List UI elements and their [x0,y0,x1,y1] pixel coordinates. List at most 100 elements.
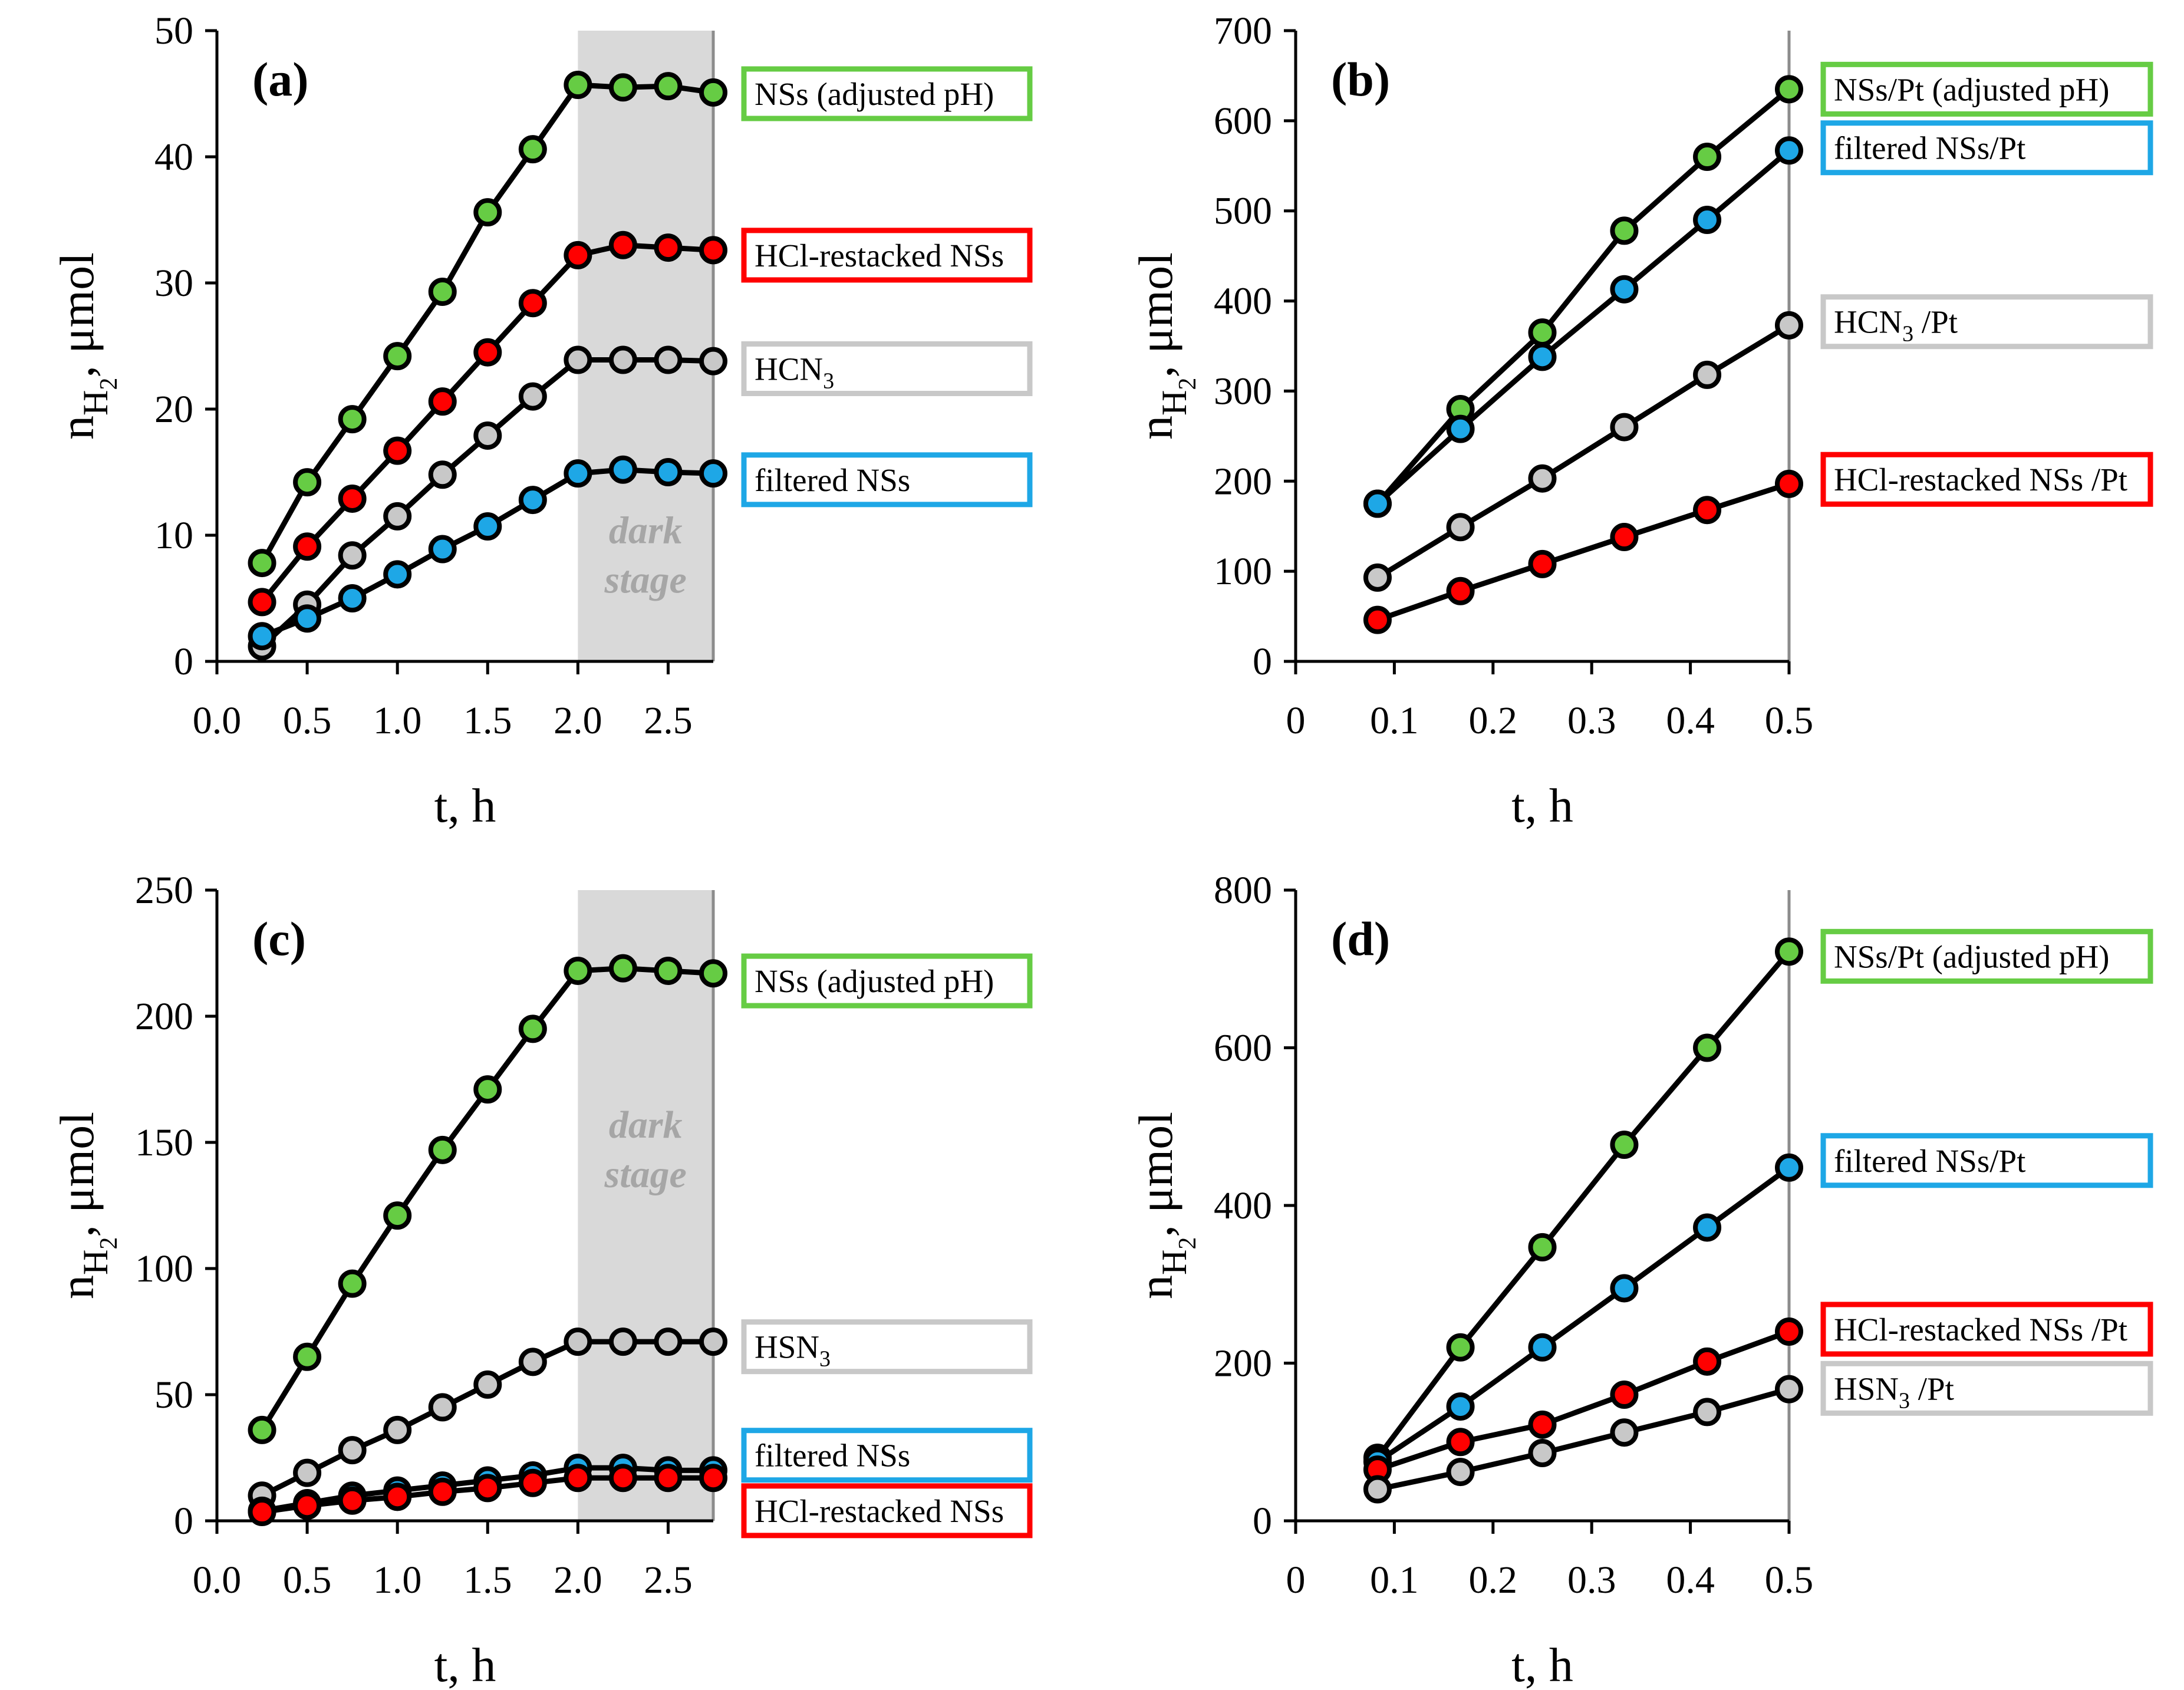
y-tick-label: 50 [154,9,193,52]
data-point [473,1370,502,1399]
legend-label: filtered NSs [755,462,910,498]
data-point [383,1483,412,1511]
y-axis-title-base: n [50,416,104,440]
data-point [518,382,547,411]
data-point [293,604,322,633]
x-tick-label: 0.1 [1370,699,1419,742]
y-axis-title-subscript-index: 2 [1174,1237,1201,1250]
x-tick-label: 0.5 [1765,1559,1814,1602]
data-point [1610,1418,1639,1447]
series-line [1376,1329,1790,1472]
y-tick-label: 400 [1214,1184,1272,1227]
legend-box [1820,120,2153,176]
data-point [1775,311,1803,340]
x-tick-label: 0.2 [1469,699,1518,742]
data-point [1610,1381,1639,1409]
dark-stage-region [578,31,713,661]
y-axis-title: nH2, μmol [50,1112,123,1299]
data-point [1775,136,1803,165]
legend-box [1820,928,2153,984]
data-point [1528,318,1557,347]
x-tick-label: 0.3 [1567,699,1616,742]
legend-box [741,1319,1033,1375]
legend-label: NSs (adjusted pH) [755,76,994,112]
legend-label: NSs (adjusted pH) [755,963,994,999]
y-tick-label: 40 [154,136,193,179]
x-tick-label: 2.5 [644,699,693,742]
data-point [293,1458,322,1487]
y-axis-title-base: n [1129,416,1182,440]
data-point [699,1464,727,1493]
data-point [383,342,412,371]
data-point [473,338,502,367]
legend-label-part: filtered NSs [755,462,910,498]
data-point [293,1342,322,1371]
y-tick-label: 0 [174,1500,193,1543]
data-point [564,241,592,269]
y-axis-title: nH2, μmol [1129,252,1201,440]
x-axis-title: t, h [1511,1638,1573,1690]
legend-label-part: NSs (adjusted pH) [755,76,994,112]
y-tick-label: 20 [154,388,193,431]
data-point [518,486,547,515]
data-point [338,1486,367,1515]
data-point [338,584,367,612]
x-tick-label: 0.2 [1469,1559,1518,1602]
y-axis-title-subscript: H [1155,1250,1194,1275]
y-tick-label: 200 [135,995,193,1038]
data-point [338,1436,367,1465]
data-point [1775,1375,1803,1404]
legend-label-part: NSs/Pt (adjusted pH) [1834,71,2110,107]
series-line [1377,1386,1790,1492]
legend-box [741,452,1033,508]
data-point [248,549,276,578]
data-point [608,954,637,983]
data-point [1610,523,1639,552]
data-point [518,1468,547,1497]
data-point [383,502,412,531]
data-point [383,1415,412,1444]
data-point [1775,1153,1803,1182]
y-axis-title-unit: , μmol [1129,1112,1182,1237]
legend-label-part: filtered NSs/Pt [1834,1143,2025,1179]
data-point [1775,937,1803,966]
data-point [248,1415,276,1444]
x-tick-label: 0.5 [283,1559,332,1602]
data-point [1693,143,1722,171]
legend-label-part: HCN [1834,304,1902,340]
y-axis-title-unit: , μmol [50,1112,104,1237]
legend-label-part: 3 [1899,1388,1910,1413]
y-axis-title-subscript-index: 2 [1174,378,1201,390]
data-point [654,1327,683,1356]
data-point [699,236,727,265]
data-point [564,345,592,374]
panel-label: (a) [252,52,309,106]
x-axis-title: t, h [1511,779,1573,832]
x-tick-label: 0.0 [193,699,242,742]
data-point [654,72,683,101]
legend-label: HSN3 /Pt [1834,1371,1954,1413]
y-tick-label: 0 [174,640,193,683]
data-point [654,956,683,985]
data-point [428,1393,457,1422]
data-point [428,460,457,489]
data-point [293,1491,322,1520]
data-point [1528,1438,1557,1467]
legend-label: NSs/Pt (adjusted pH) [1834,71,2110,107]
data-point [338,484,367,513]
data-point [1528,1233,1557,1261]
x-tick-label: 2.0 [554,1559,602,1602]
y-tick-label: 800 [1214,869,1272,912]
data-point [338,1269,367,1298]
y-axis-title-subscript-index: 2 [95,1237,123,1250]
data-point [1775,75,1803,104]
series-line [1376,322,1791,580]
y-axis-title-unit: , μmol [1129,252,1182,378]
legend-label-part: filtered NSs [755,1438,910,1474]
panel-label: (c) [252,912,306,966]
data-point [1363,1475,1392,1504]
data-point [699,459,727,488]
data-point [1446,414,1475,443]
data-point [1775,469,1803,498]
data-point [1446,1392,1475,1421]
